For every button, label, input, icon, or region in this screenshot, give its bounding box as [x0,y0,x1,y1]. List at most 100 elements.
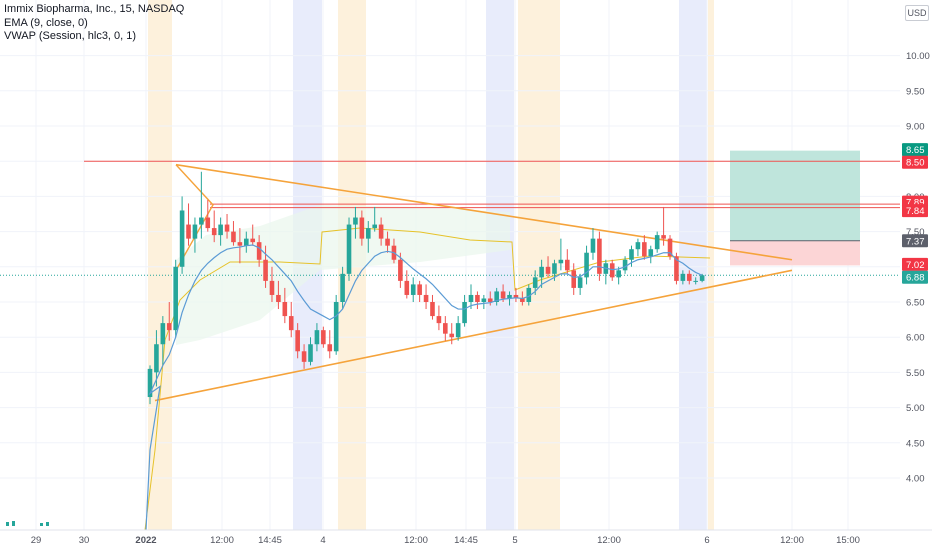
candle-body [205,217,211,229]
candle-body [282,302,288,317]
candle-body [417,284,422,295]
time-tick-label: 15:00 [836,535,860,546]
candle-body [674,256,679,281]
candle-body [642,242,647,257]
price-label: 6.88 [906,273,925,284]
price-axis[interactable]: 10.009.509.008.508.007.507.006.506.005.5… [900,0,932,550]
candle-body [667,238,673,257]
candle-body [545,266,551,274]
price-label-bg [902,155,928,169]
candle-body [314,330,320,345]
candle-body [520,298,525,302]
candle-body [532,277,538,288]
candle-body [333,302,339,352]
price-tick-label: 4.50 [906,438,925,449]
candle-body [288,316,294,331]
candle-body [398,259,403,281]
candle-body [487,298,493,302]
candle-body [46,522,49,526]
ema-legend[interactable]: EMA (9, close, 0) [4,16,88,29]
profit-zone [730,150,860,241]
price-label-bg [902,257,928,271]
currency-button[interactable]: USD [905,5,929,21]
candle-body [404,280,410,295]
time-tick-label: 14:45 [454,535,478,546]
time-tick-label: 30 [79,535,90,546]
price-label: 7.84 [906,206,925,217]
candle-body [295,330,300,352]
triangle-upper-line [175,163,793,261]
price-label-bg [902,204,928,218]
candle-body [693,280,698,282]
time-tick-label: 12:00 [210,535,234,546]
candle-body [565,259,570,271]
candle-body [680,273,686,281]
candle-body [507,294,512,299]
candle-body [353,217,358,225]
time-tick-label: 5 [512,535,517,546]
price-tick-label: 4.00 [906,474,925,485]
candle-body [609,263,615,278]
time-tick-label: 6 [704,535,709,546]
time-tick-label: 12:00 [597,535,621,546]
candle-body [359,217,365,239]
price-tick-label: 7.50 [906,227,925,238]
ema-line [145,244,703,531]
candle-body [558,259,564,264]
candle-body [372,224,377,229]
price-label-bg [902,270,928,284]
candle-body [577,277,583,288]
candle-body [500,291,506,299]
session-band [486,0,514,530]
candle-body [661,235,666,239]
candle-body [654,235,660,250]
candle-body [218,224,223,236]
price-label: 7.02 [906,260,925,271]
candle-body [590,238,596,253]
price-tick-label: 6.50 [906,298,925,309]
price-tick-label: 5.50 [906,368,925,379]
vwap-layer [144,205,711,531]
time-tick-label: 29 [31,535,42,546]
resistance-levels[interactable] [0,160,900,276]
candle-body [455,323,461,338]
vwap-legend[interactable]: VWAP (Session, hlc3, 0, 1) [4,30,137,42]
time-tick-label: 4 [320,535,325,546]
candle-body [211,228,217,236]
session-band [708,0,714,530]
candle-body [436,316,442,324]
candle-body [616,270,621,278]
candlestick-series [6,171,705,526]
price-label: 7.89 [906,198,925,209]
long-position-tool[interactable] [730,150,860,266]
price-tick-label: 5.00 [906,403,925,414]
candle-body [462,302,467,324]
candle-body [385,238,390,246]
price-label: 8.65 [906,145,925,156]
price-tick-label: 9.00 [906,122,925,133]
candle-body [635,242,641,250]
candle-body [301,351,307,362]
price-label: 7.37 [906,236,925,247]
session-band [148,0,172,530]
candle-body [475,294,480,302]
time-tick-label: 2022 [135,535,156,546]
triangle-pattern[interactable] [154,163,793,402]
candle-body [250,238,256,243]
candle-body [269,280,275,295]
ema-path [145,244,703,531]
candle-body [552,263,557,274]
time-axis[interactable]: 29 30 2022 12:00 14:45 4 12:00 14:45 5 12:00 6 12:0… [0,529,932,550]
candle-body [231,231,236,243]
candle-body [192,224,198,239]
symbol-title[interactable]: Immix Biopharma, Inc., 15, NASDAQ [4,3,185,15]
candle-body [365,228,371,239]
candle-body [154,344,159,373]
candle-body [173,266,178,331]
candle-body [648,249,654,257]
candle-body [147,368,153,398]
candle-body [423,294,429,302]
price-label-bg [902,234,928,248]
candle-body [160,323,166,345]
